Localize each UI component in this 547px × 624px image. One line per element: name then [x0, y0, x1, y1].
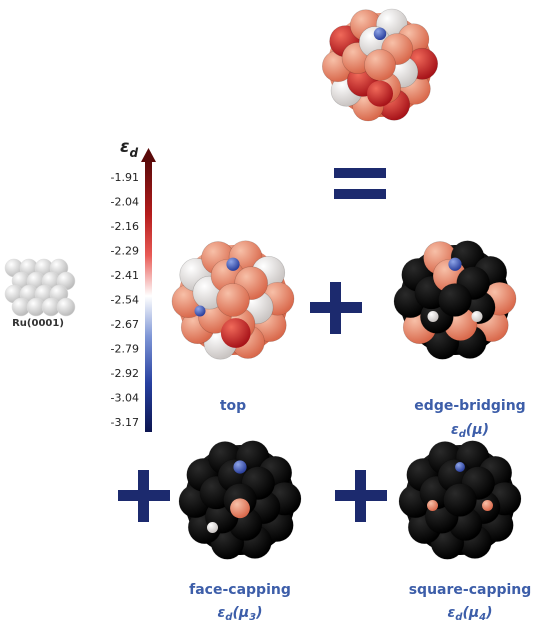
colorbar-tick-label: -2.16 — [111, 220, 139, 233]
colorbar-label: εd — [120, 137, 138, 160]
clusters — [171, 8, 522, 560]
panel-symbol: εd(μ4) — [447, 605, 492, 623]
cluster — [393, 240, 517, 360]
subscript: d — [225, 612, 233, 623]
cluster — [171, 240, 295, 360]
atom — [438, 283, 472, 317]
argument: (μ — [232, 605, 249, 621]
cluster — [398, 440, 522, 560]
plus — [138, 470, 149, 522]
argument: ) — [485, 605, 492, 621]
panel-label: top — [220, 398, 246, 414]
atom — [220, 318, 251, 348]
atom — [226, 257, 240, 271]
colorbar-arrow — [141, 148, 156, 162]
atom — [207, 522, 218, 533]
colorbar-tick-label: -2.92 — [111, 367, 139, 380]
surface-label: Ru(0001) — [12, 318, 64, 329]
colorbar-tick-label: -2.67 — [111, 318, 139, 331]
symbol: ε — [451, 422, 459, 438]
panel-label: edge-bridging — [414, 398, 525, 414]
atom — [230, 498, 250, 519]
atom — [364, 49, 396, 81]
cluster — [321, 8, 439, 122]
atom — [443, 483, 477, 517]
operators — [118, 168, 387, 522]
colorbar-tick-label: -3.17 — [111, 416, 139, 429]
equals — [334, 168, 386, 178]
subscript: 4 — [478, 612, 486, 623]
colorbar-tick-label: -2.41 — [111, 269, 139, 282]
atom — [471, 311, 483, 322]
colorbar-tick-label: -3.04 — [111, 392, 139, 405]
colorbar-tick-label: -2.04 — [111, 196, 139, 209]
colorbar-tick-label: -1.91 — [111, 171, 139, 184]
atom — [194, 305, 206, 317]
subscript: 3 — [249, 612, 256, 623]
colorbar — [145, 160, 152, 432]
atom — [216, 283, 250, 317]
atom — [233, 460, 247, 474]
plus — [330, 282, 341, 334]
atom — [455, 462, 465, 472]
colorbar-tick-label: -2.29 — [111, 245, 139, 258]
colorbar-ticks: -1.91 -2.04 -2.16 -2.29 -2.41 -2.54 -2.67 -2.79… — [111, 171, 139, 429]
subscript: d — [129, 146, 138, 160]
argument: ) — [255, 605, 262, 621]
subscript: d — [455, 612, 463, 623]
atom — [373, 27, 387, 41]
subscript: d — [459, 429, 467, 440]
atom — [427, 311, 439, 322]
argument: (μ — [462, 605, 479, 621]
symbol: ε — [120, 137, 129, 157]
atom — [482, 500, 493, 511]
surface-image — [4, 258, 76, 317]
equals — [334, 189, 386, 199]
panel-symbol: εd(μ3) — [217, 605, 262, 623]
colorbar-tick-label: -2.54 — [111, 294, 139, 307]
atom — [427, 500, 438, 511]
atom — [56, 297, 76, 317]
cluster — [178, 440, 302, 560]
panel-label: square-capping — [409, 582, 532, 598]
panel-label: face-capping — [189, 582, 291, 598]
argument: (μ) — [466, 422, 489, 438]
atom — [448, 257, 462, 271]
symbol: ε — [447, 605, 455, 621]
symbol: ε — [217, 605, 225, 621]
panel-symbol: εd(μ) — [451, 422, 489, 440]
plus — [355, 470, 366, 522]
colorbar-tick-label: -2.79 — [111, 343, 139, 356]
atom — [367, 80, 393, 107]
